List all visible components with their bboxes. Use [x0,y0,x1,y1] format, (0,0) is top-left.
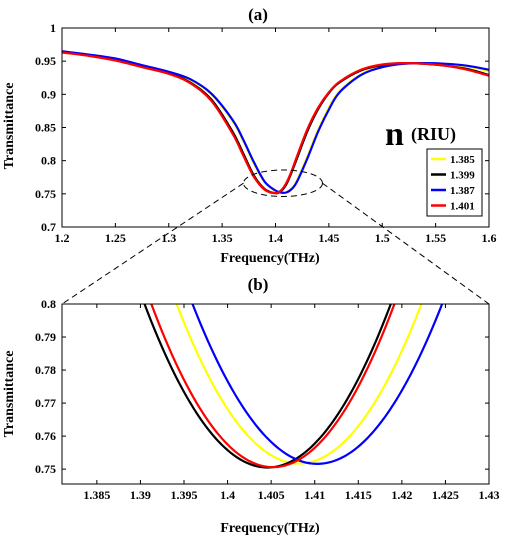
panel-0-y-tick-label: 0.9 [41,87,56,101]
panel-1-x-tick-label: 1.42 [391,488,412,502]
panel-a-series-line-1.401 [61,51,490,195]
panel-0-y-tick-label: 0.7 [41,220,56,234]
legend-entry-label: 1.399 [450,170,475,182]
panel-b-label: (b) [248,275,269,294]
panel-0-x-tick-label: 1.5 [375,231,390,245]
legend-entry-label: 1.401 [450,201,475,213]
panel-b: (b) 1.385 1.39 1.395 1.4 1.405 1.41 1.415 1.42 1… [2,275,500,536]
panel-0-y-tick-label: 0.85 [35,121,56,135]
panel-a-x-ticks: 1.2 1.25 1.3 1.35 1.4 1.45 1.5 1.55 1.6 [55,28,497,245]
panel-1-x-tick-label: 1.395 [171,488,198,502]
panel-0-x-tick-label: 1.4 [268,231,283,245]
panel-0-y-tick-label: 0.75 [35,187,56,201]
panel-0-y-tick-label: 1 [50,21,56,35]
panel-a-y-axis-label: Transmittance [2,83,17,170]
panel-a-series-line-1.385 [61,50,490,194]
panel-a-series-line-1.399 [61,50,490,195]
panel-0-x-tick-label: 1.6 [482,231,497,245]
panel-b-series-line-1.385 [175,304,423,465]
panel-1-x-tick-label: 1.405 [258,488,285,502]
panel-1-y-tick-label: 0.75 [35,462,56,476]
panel-b-curves [143,304,444,469]
panel-1-x-tick-label: 1.425 [432,488,459,502]
panel-a-label: (a) [248,5,268,24]
panel-1-x-tick-label: 1.41 [304,488,325,502]
panel-a-x-axis-label: Frequency(THz) [220,251,320,266]
legend: n (RIU) 1.385 1.399 1.387 1.401 [385,116,483,217]
panel-1-x-tick-label: 1.39 [130,488,151,502]
panel-1-y-tick-label: 0.76 [35,429,56,443]
panel-a-series-line-1.387 [61,50,490,194]
panel-1-y-tick-label: 0.77 [35,396,56,410]
panel-b-y-ticks: 0.75 0.76 0.77 0.78 0.79 0.8 [35,297,489,476]
legend-entry-label: 1.385 [450,154,475,166]
panel-1-y-tick-label: 0.78 [35,363,56,377]
panel-a-curves [61,50,490,195]
panel-0-x-tick-label: 1.35 [212,231,233,245]
panel-0-x-tick-label: 1.55 [425,231,446,245]
zoom-connector-right [322,182,490,305]
panel-b-series-line-1.401 [150,304,396,469]
panel-0-x-tick-label: 1.45 [318,231,339,245]
panel-0-y-tick-label: 0.8 [41,154,56,168]
panel-0-x-tick-label: 1.3 [161,231,176,245]
panel-b-x-axis-label: Frequency(THz) [220,521,320,536]
legend-entry-label: 1.387 [450,185,475,197]
panel-1-y-tick-label: 0.79 [35,330,56,344]
panel-1-x-tick-label: 1.415 [345,488,372,502]
panel-1-x-tick-label: 1.43 [479,488,500,502]
zoom-connector-left [61,182,244,305]
panel-0-y-tick-label: 0.95 [35,54,56,68]
panel-a: (a) 1.2 1.25 1.3 1.35 1.4 1.45 1.5 1.55 1.6 0.70… [2,5,497,266]
legend-title: n [385,116,404,153]
panel-b-x-ticks: 1.385 1.39 1.395 1.4 1.405 1.41 1.415 1.42 1.425… [83,304,500,502]
panel-1-x-tick-label: 1.4 [220,488,235,502]
panel-b-axes-frame [61,303,490,485]
panel-1-y-tick-label: 0.8 [41,297,56,311]
panel-a-y-ticks: 0.7 0.75 0.8 0.85 0.9 0.95 1 [35,21,489,234]
panel-0-x-tick-label: 1.25 [105,231,126,245]
legend-entries: 1.385 1.399 1.387 1.401 [431,154,475,213]
panel-b-y-axis-label: Transmittance [2,351,17,438]
panel-b-series-line-1.387 [191,304,444,465]
panel-0-x-tick-label: 1.2 [55,231,70,245]
legend-subtitle: (RIU) [411,124,456,145]
panel-1-x-tick-label: 1.385 [83,488,110,502]
